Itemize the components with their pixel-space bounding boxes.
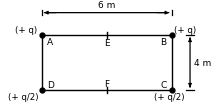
Text: 4 m: 4 m <box>194 58 212 67</box>
Text: B: B <box>160 38 166 47</box>
Text: D: D <box>47 80 54 89</box>
Text: A: A <box>47 38 53 47</box>
Text: 6 m: 6 m <box>98 1 115 10</box>
Text: (+ q): (+ q) <box>174 25 196 34</box>
Text: (+ q/2): (+ q/2) <box>154 92 184 101</box>
Text: E: E <box>104 39 109 47</box>
Text: (+ q): (+ q) <box>15 25 37 34</box>
Text: (+ q/2): (+ q/2) <box>8 92 39 101</box>
Text: F: F <box>104 80 109 89</box>
Text: C: C <box>160 80 166 89</box>
